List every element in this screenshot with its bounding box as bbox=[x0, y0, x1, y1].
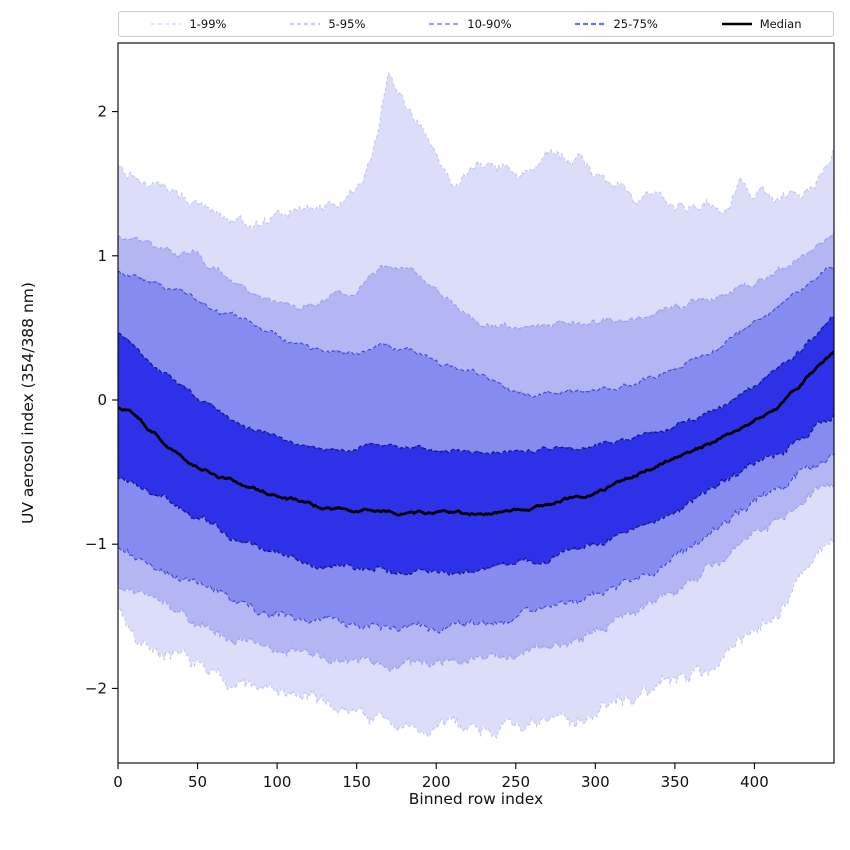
legend-label: 1-99% bbox=[189, 17, 227, 31]
legend-label: Median bbox=[759, 17, 802, 31]
legend-item-10-90%: 10-90% bbox=[428, 17, 512, 31]
legend-line-sample bbox=[151, 23, 182, 25]
legend: 1-99% 5-95% 10-90% 25-75% Median bbox=[118, 11, 834, 37]
y-tick-label: 0 bbox=[97, 391, 107, 409]
x-tick-label: 300 bbox=[581, 773, 610, 791]
legend-item-Median: Median bbox=[721, 17, 802, 31]
x-tick-label: 100 bbox=[263, 773, 292, 791]
x-tick-label: 200 bbox=[422, 773, 451, 791]
legend-label: 10-90% bbox=[467, 17, 512, 31]
x-tick-label: 250 bbox=[501, 773, 530, 791]
legend-item-5-95%: 5-95% bbox=[289, 17, 365, 31]
legend-label: 25-75% bbox=[613, 17, 658, 31]
x-tick-label: 0 bbox=[113, 773, 123, 791]
x-tick-label: 350 bbox=[661, 773, 690, 791]
y-tick-label: −2 bbox=[85, 679, 107, 697]
x-tick-label: 150 bbox=[342, 773, 371, 791]
plot-area bbox=[118, 71, 834, 740]
x-tick-label: 50 bbox=[188, 773, 207, 791]
x-tick-label: 400 bbox=[740, 773, 769, 791]
y-tick-label: −1 bbox=[85, 535, 107, 553]
plot-frame bbox=[117, 42, 835, 764]
legend-line-sample bbox=[721, 22, 752, 26]
legend-line-sample bbox=[290, 23, 321, 25]
legend-item-25-75%: 25-75% bbox=[574, 17, 658, 31]
x-axis-label: Binned row index bbox=[408, 790, 544, 808]
y-tick-label: 1 bbox=[97, 247, 107, 265]
band-25-75% bbox=[118, 315, 834, 577]
median-line bbox=[118, 350, 834, 517]
legend-label: 5-95% bbox=[328, 17, 366, 31]
y-axis-label: UV aerosol index (354/388 nm) bbox=[19, 282, 37, 524]
legend-line-sample bbox=[575, 22, 606, 26]
y-tick-label: 2 bbox=[97, 103, 107, 121]
legend-line-sample bbox=[429, 23, 460, 25]
legend-item-1-99%: 1-99% bbox=[150, 17, 226, 31]
